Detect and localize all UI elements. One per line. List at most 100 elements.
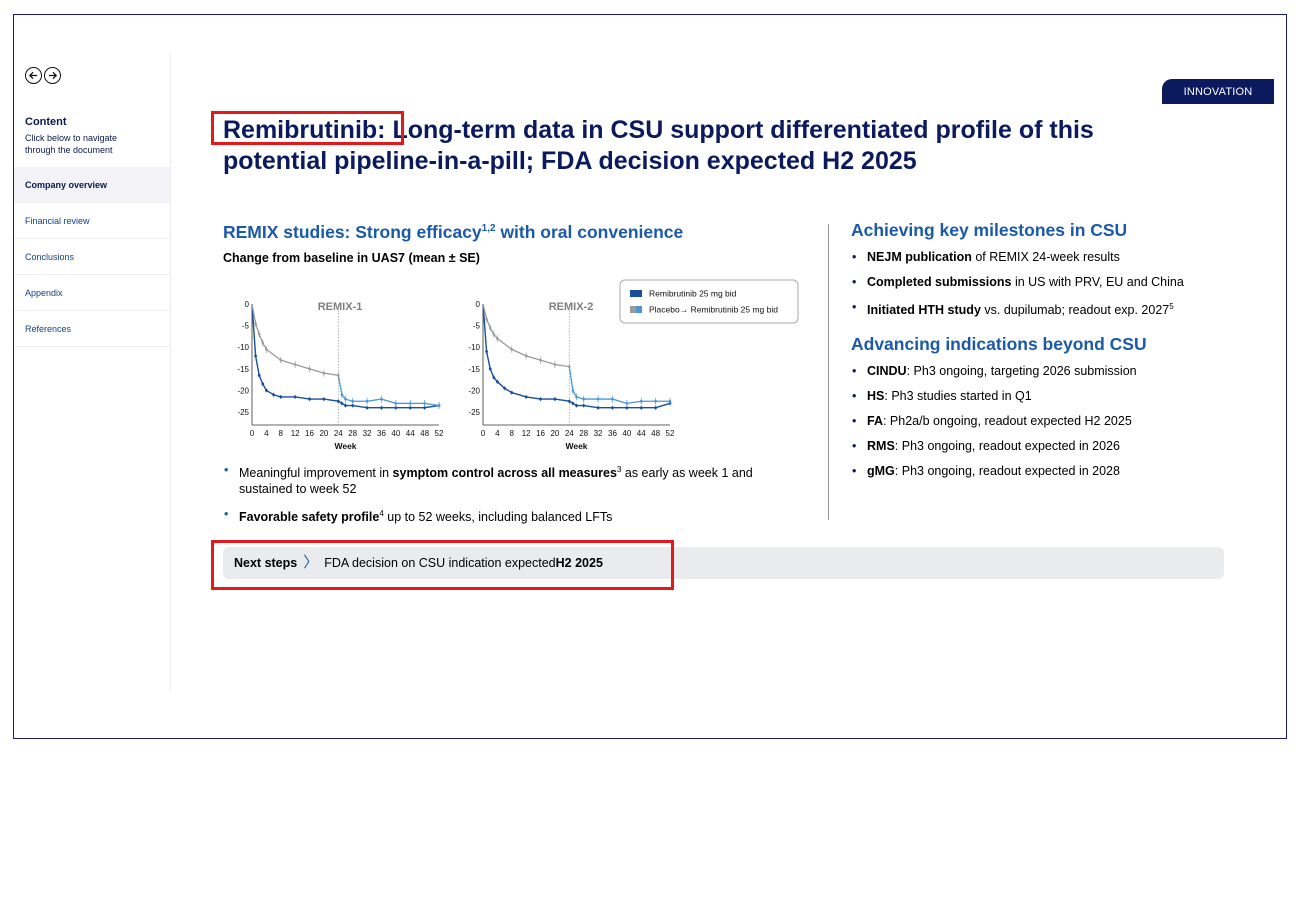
milestone-item: Completed submissions in US with PRV, EU… <box>851 274 1251 290</box>
data-point <box>272 393 275 397</box>
x-tick-label: 8 <box>510 429 515 438</box>
indication-4-rest: : Ph3 ongoing, readout expected in 2026 <box>894 439 1120 454</box>
chart-caption: Change from baseline in UAS7 (mean ± SE) <box>223 251 480 265</box>
y-tick-label: -25 <box>468 408 480 417</box>
data-point <box>654 399 657 403</box>
charts-area: REMIX-1 0 -5 -10 -15 -20 -25 0 4 8 12 16 20 24 28 32 36 4… <box>214 277 814 462</box>
data-point <box>611 406 614 410</box>
next-steps-label: Next steps <box>234 556 298 570</box>
sidebar-item-financial-review[interactable]: Financial review <box>14 203 170 239</box>
data-point <box>575 404 578 407</box>
highlight-box-title <box>211 111 404 145</box>
indication-item: gMG: Ph3 ongoing, readout expected in 20… <box>851 463 1251 479</box>
arrow-right-icon <box>48 71 58 80</box>
data-point <box>254 354 257 358</box>
legend-label-remibrutinib: Remibrutinib 25 mg bid <box>649 289 737 299</box>
x-tick-label: 32 <box>363 429 372 438</box>
data-point <box>257 373 261 377</box>
chart-legend: Remibrutinib 25 mg bid Placebo→ Remibrut… <box>619 279 799 324</box>
data-point <box>668 399 672 403</box>
milestone-3-rest: vs. dupilumab; readout exp. 2027 <box>980 303 1170 318</box>
data-point <box>423 402 426 405</box>
nav-arrows <box>25 67 61 84</box>
data-point <box>380 397 383 401</box>
data-point <box>279 395 283 399</box>
chart-remix-1: REMIX-10-5-10-15-20-250 4 8 12 16 20 24 28 32 36 4… <box>237 300 444 451</box>
data-point <box>611 397 614 401</box>
indications-heading: Advancing indications beyond CSU <box>851 334 1147 355</box>
x-tick-label: 12 <box>291 429 300 438</box>
x-tick-label: 28 <box>579 429 588 438</box>
data-point <box>495 380 499 384</box>
y-tick-label: -20 <box>468 386 480 395</box>
data-point <box>257 332 261 336</box>
series-line-switch <box>337 375 440 407</box>
document-frame: Content Click below to navigate through … <box>13 14 1287 739</box>
x-tick-label: 48 <box>651 429 660 438</box>
y-tick-label: 0 <box>476 300 481 309</box>
data-point <box>380 406 383 410</box>
series-line-placebo <box>482 303 570 368</box>
data-point <box>365 399 369 403</box>
sidebar-item-appendix[interactable]: Appendix <box>14 275 170 311</box>
x-tick-label: 40 <box>622 429 631 438</box>
data-point <box>254 322 257 325</box>
sidebar-item-conclusions[interactable]: Conclusions <box>14 239 170 275</box>
indication-2-bold: HS <box>867 389 885 404</box>
data-point <box>639 399 643 403</box>
x-tick-label: 40 <box>391 429 400 438</box>
data-point <box>344 397 347 401</box>
data-point <box>322 397 326 401</box>
milestone-item: Initiated HTH study vs. dupilumab; reado… <box>851 299 1251 318</box>
forward-button[interactable] <box>44 67 61 84</box>
milestone-2-rest: in US with PRV, EU and China <box>1011 275 1184 289</box>
data-point <box>488 326 492 330</box>
indication-5-bold: gMG <box>867 464 895 479</box>
x-tick-label: 20 <box>319 429 328 438</box>
milestone-1-rest: of REMIX 24-week results <box>971 250 1120 264</box>
bullet-2-post: up to 52 weeks, including balanced LFTs <box>383 510 613 525</box>
data-point <box>264 389 268 392</box>
data-point <box>408 406 412 410</box>
x-tick-label: 8 <box>279 429 284 438</box>
section-tag: INNOVATION <box>1162 79 1274 104</box>
bullet-1-sup: 3 <box>616 465 622 474</box>
indication-item: FA: Ph2a/b ongoing, readout expected H2 … <box>851 413 1251 429</box>
x-tick-label: 36 <box>377 429 386 438</box>
legend-box <box>619 279 799 324</box>
data-point <box>567 399 571 403</box>
next-steps-bar: Next steps 〉 FDA decision on CSU indicat… <box>223 547 1224 579</box>
y-tick-label: -10 <box>468 343 480 352</box>
data-point <box>492 376 496 379</box>
indication-1-bold: CINDU <box>867 364 907 379</box>
highlight-box-next-steps <box>211 540 674 590</box>
data-point <box>496 337 499 340</box>
x-tick-label: 52 <box>435 429 444 438</box>
legend-label-placebo: Placebo→ Remibrutinib 25 mg bid <box>649 305 778 315</box>
x-tick-label: 0 <box>481 429 486 438</box>
bullet-1-post: as early as week 1 and sustained to week… <box>239 466 753 497</box>
bullet-1-bold: symptom control across all measures <box>392 466 617 481</box>
data-point <box>510 391 514 394</box>
next-steps-text: FDA decision on CSU indication expected <box>324 556 556 570</box>
back-button[interactable] <box>25 67 42 84</box>
indication-5-rest: : Ph3 ongoing, readout expected in 2028 <box>894 464 1120 479</box>
sidebar-item-references[interactable]: References <box>14 311 170 347</box>
arrow-left-icon <box>28 71 38 80</box>
x-tick-label: 44 <box>406 429 415 438</box>
efficacy-bullet-1: Meaningful improvement in symptom contro… <box>223 462 803 497</box>
remix-heading-post: with oral convenience <box>495 222 684 242</box>
milestone-2-bold: Completed submissions <box>867 275 1012 289</box>
x-tick-label: 20 <box>550 429 559 438</box>
x-tick-label: 0 <box>250 429 255 438</box>
data-point <box>351 404 355 407</box>
sidebar-item-company-overview[interactable]: Company overview <box>14 167 170 203</box>
data-point <box>279 358 283 362</box>
remix-heading-sup: 1,2 <box>481 223 496 235</box>
y-tick-label: 0 <box>245 300 250 309</box>
right-column: Achieving key milestones in CSU NEJM pub… <box>851 220 1251 488</box>
x-tick-label: 16 <box>536 429 545 438</box>
y-tick-label: -25 <box>237 408 249 417</box>
y-tick-label: -10 <box>237 343 249 352</box>
bullet-2-sup: 4 <box>379 509 384 519</box>
